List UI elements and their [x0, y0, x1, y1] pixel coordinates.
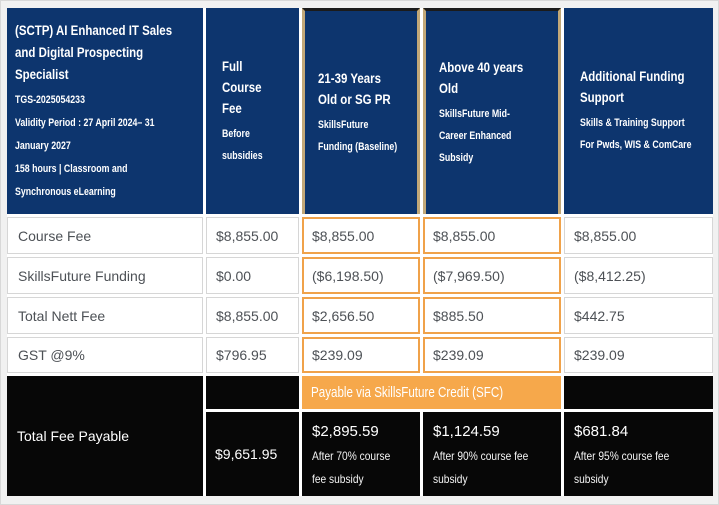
column-header-above-40: Above 40 years Old SkillsFuture Mid- Car… — [423, 8, 561, 214]
total-payable-above-40: $1,124.59 After 90% course fee subsidy — [423, 412, 561, 496]
row-label-course-fee: Course Fee — [7, 217, 203, 254]
total-payable-21-39: $2,895.59 After 70% course fee subsidy — [302, 412, 420, 496]
nett-fee-21-39: $2,656.50 — [302, 297, 420, 334]
course-info-header-cell: (SCTP) AI Enhanced IT Sales and Digital … — [7, 8, 203, 214]
column-title: Above 40 years Old — [439, 59, 524, 96]
course-duration-mode: 158 hours | Classroom and Synchronous eL… — [15, 163, 128, 198]
funding-above-40: ($7,969.50) — [423, 257, 561, 294]
column-title: Full Course Fee — [222, 58, 262, 116]
column-subtitle: Skills & Training Support For Pwds, WIS … — [580, 117, 692, 151]
course-fee-above-40: $8,855.00 — [423, 217, 561, 254]
total-payable-additional: $681.84 After 95% course fee subsidy — [564, 412, 713, 496]
total-payable-full: $9,651.95 — [206, 412, 299, 496]
payable-amount: $681.84 — [574, 423, 629, 440]
funding-additional: ($8,412.25) — [564, 257, 713, 294]
funding-full: $0.00 — [206, 257, 299, 294]
column-header-full-course-fee: Full Course Fee Before subsidies — [206, 8, 299, 214]
column-title: Additional Funding Support — [580, 69, 685, 105]
course-fee-full: $8,855.00 — [206, 217, 299, 254]
footer-spacer-cell — [206, 376, 299, 409]
column-title: 21-39 Years Old or SG PR — [318, 70, 391, 107]
row-label-gst: GST @9% — [7, 337, 203, 373]
course-code: TGS-2025054233 — [15, 94, 85, 106]
payable-note: After 95% course fee subsidy — [574, 449, 670, 486]
total-fee-payable-label: Total Fee Payable — [7, 376, 203, 496]
course-validity-period: Validity Period : 27 April 2024– 31 Janu… — [15, 117, 155, 152]
gst-full: $796.95 — [206, 337, 299, 373]
gst-additional: $239.09 — [564, 337, 713, 373]
footer-spacer-cell — [564, 376, 713, 409]
gst-above-40: $239.09 — [423, 337, 561, 373]
nett-fee-above-40: $885.50 — [423, 297, 561, 334]
column-subtitle: SkillsFuture Funding (Baseline) — [318, 118, 398, 153]
payable-note: After 90% course fee subsidy — [433, 449, 529, 486]
column-header-21-39-sg-pr: 21-39 Years Old or SG PR SkillsFuture Fu… — [302, 8, 420, 214]
row-label-skillsfuture-funding: SkillsFuture Funding — [7, 257, 203, 294]
row-label-total-nett-fee: Total Nett Fee — [7, 297, 203, 334]
course-fee-table: (SCTP) AI Enhanced IT Sales and Digital … — [7, 8, 713, 496]
course-title: (SCTP) AI Enhanced IT Sales and Digital … — [15, 23, 173, 82]
column-subtitle: SkillsFuture Mid- Career Enhanced Subsid… — [439, 107, 512, 164]
sfc-banner-text: Payable via SkillsFuture Credit (SFC) — [311, 384, 504, 401]
payable-amount: $2,895.59 — [312, 423, 379, 440]
course-fee-additional: $8,855.00 — [564, 217, 713, 254]
column-header-additional-funding: Additional Funding Support Skills & Trai… — [564, 8, 713, 214]
sfc-banner: Payable via SkillsFuture Credit (SFC) — [302, 376, 561, 409]
nett-fee-full: $8,855.00 — [206, 297, 299, 334]
course-fee-21-39: $8,855.00 — [302, 217, 420, 254]
column-subtitle: Before subsidies — [222, 127, 263, 162]
nett-fee-additional: $442.75 — [564, 297, 713, 334]
funding-21-39: ($6,198.50) — [302, 257, 420, 294]
payable-amount: $1,124.59 — [433, 423, 500, 440]
gst-21-39: $239.09 — [302, 337, 420, 373]
payable-note: After 70% course fee subsidy — [312, 449, 391, 486]
